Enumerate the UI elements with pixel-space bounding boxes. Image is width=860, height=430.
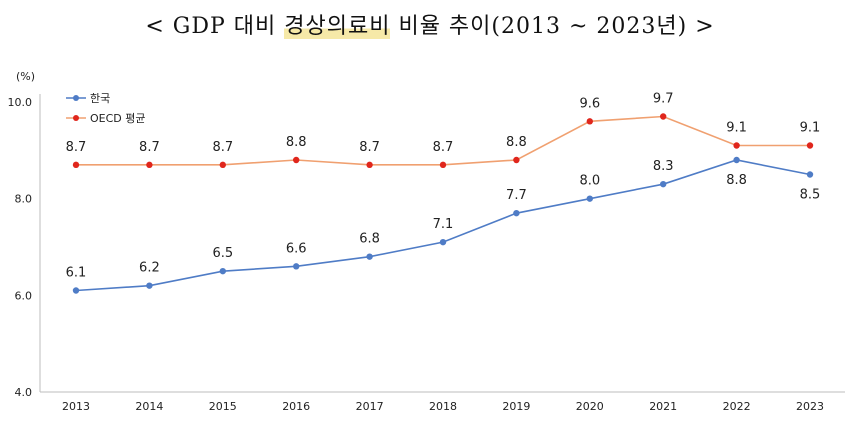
- data-label: 7.1: [433, 217, 454, 232]
- title-close-bracket: >: [695, 14, 715, 39]
- data-label: 8.7: [212, 140, 233, 155]
- data-point: [72, 287, 80, 294]
- y-tick-label: 10.0: [8, 96, 33, 109]
- y-tick-label: 4.0: [15, 386, 33, 399]
- data-point: [733, 142, 740, 149]
- x-tick-label: 2013: [62, 400, 90, 413]
- y-tick-label: 6.0: [15, 289, 33, 302]
- data-label: 9.1: [800, 121, 821, 136]
- data-label: 8.8: [726, 173, 747, 188]
- data-point: [439, 238, 447, 246]
- data-label: 6.6: [286, 241, 307, 256]
- data-label: 7.7: [506, 188, 527, 203]
- x-tick-label: 2014: [135, 400, 163, 413]
- data-label: 8.8: [286, 135, 307, 150]
- data-point: [513, 156, 520, 164]
- data-label: 8.8: [506, 135, 527, 150]
- data-point: [219, 161, 226, 169]
- x-tick-label: 2021: [649, 400, 677, 413]
- data-label: 8.7: [66, 140, 87, 155]
- data-label: 9.7: [653, 92, 674, 107]
- data-point: [806, 171, 814, 178]
- data-label: 6.8: [359, 232, 380, 247]
- title-prefix: GDP 대비: [172, 14, 285, 39]
- x-tick-label: 2020: [576, 400, 604, 413]
- x-tick-label: 2015: [209, 400, 237, 413]
- x-tick-label: 2023: [796, 400, 824, 413]
- x-tick-label: 2018: [429, 400, 457, 413]
- data-point: [586, 118, 593, 125]
- legend-label: 한국: [90, 92, 110, 105]
- data-point: [219, 267, 226, 275]
- data-point: [293, 156, 300, 164]
- data-point: [72, 161, 80, 169]
- data-label: 8.7: [359, 140, 380, 155]
- data-point: [660, 113, 667, 120]
- data-point: [586, 195, 593, 202]
- data-label: 9.1: [726, 121, 747, 136]
- data-point: [513, 209, 520, 217]
- data-point: [366, 253, 373, 260]
- data-label: 6.2: [139, 261, 160, 276]
- data-point: [733, 156, 740, 164]
- legend-swatch-marker: [73, 95, 79, 101]
- data-label: 8.7: [139, 140, 160, 155]
- data-label: 8.5: [800, 188, 821, 203]
- data-point: [806, 142, 814, 149]
- data-label: 8.0: [579, 174, 600, 189]
- data-label: 9.6: [579, 96, 600, 111]
- data-label: 6.1: [66, 266, 87, 281]
- x-tick-label: 2019: [502, 400, 530, 413]
- data-label: 6.5: [212, 246, 233, 261]
- data-point: [293, 263, 300, 270]
- legend-label: OECD 평균: [90, 112, 146, 125]
- chart-title: < GDP 대비 경상의료비 비율 추이(2013 ~ 2023년) >: [0, 8, 860, 40]
- y-axis-unit: (%): [16, 70, 35, 83]
- data-point: [439, 161, 447, 169]
- data-point: [660, 180, 667, 188]
- data-label: 8.7: [433, 140, 454, 155]
- data-point: [366, 161, 373, 169]
- title-open-bracket: <: [145, 14, 165, 39]
- data-point: [146, 161, 153, 169]
- data-label: 8.3: [653, 159, 674, 174]
- data-point: [146, 282, 153, 289]
- x-tick-label: 2022: [723, 400, 751, 413]
- title-suffix: 비율 추이(2013 ~ 2023년): [390, 14, 688, 39]
- x-tick-label: 2016: [282, 400, 310, 413]
- x-tick-label: 2017: [356, 400, 384, 413]
- title-highlight: 경상의료비: [284, 14, 391, 39]
- legend-swatch-marker: [73, 115, 79, 121]
- y-tick-label: 8.0: [15, 193, 33, 206]
